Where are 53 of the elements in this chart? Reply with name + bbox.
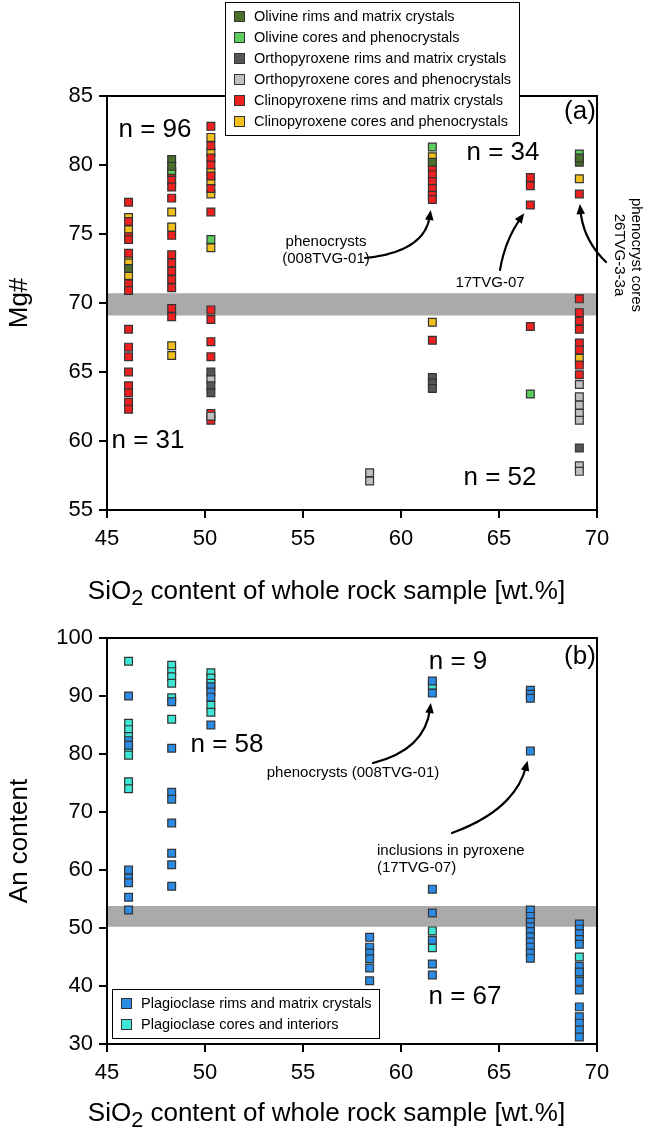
- legend-label: Olivine rims and matrix crystals: [254, 8, 455, 24]
- x-tick-label: 65: [486, 1059, 512, 1085]
- annotation: n = 52: [463, 461, 537, 492]
- legend-label: Orthopyroxene rims and matrix crystals: [254, 50, 507, 66]
- y-tick-label: 50: [68, 914, 93, 940]
- x-tick-label: 65: [486, 525, 512, 551]
- y-axis-title: Mg#: [2, 277, 33, 329]
- y-axis-title: An content: [2, 778, 33, 904]
- legend-label: Clinopyroxene cores and phenocrystals: [254, 113, 508, 129]
- x-tick-label: 45: [94, 1059, 120, 1085]
- y-tick-label: 90: [68, 682, 93, 708]
- y-tick-label: 100: [56, 624, 93, 650]
- annotation: n = 67: [428, 980, 502, 1011]
- y-tick-label: 80: [68, 151, 93, 177]
- annotation: n = 31: [111, 424, 185, 455]
- y-tick-label: 60: [68, 856, 93, 882]
- legend-label: Clinopyroxene rims and matrix crystals: [254, 92, 503, 108]
- x-tick-label: 55: [290, 1059, 316, 1085]
- annotation: inclusions in pyroxene (17TVG-07): [377, 841, 525, 875]
- y-tick-label: 40: [68, 972, 93, 998]
- x-axis-title: SiO$_{2}$ content of whole rock sample [wt.%]: [86, 1096, 567, 1134]
- x-tick-label: 60: [388, 525, 414, 551]
- legend-label: Orthopyroxene cores and phenocrystals: [254, 71, 512, 87]
- annotation: 17TVG-07: [455, 273, 525, 291]
- y-tick-label: 80: [68, 740, 93, 766]
- y-tick-label: 70: [68, 798, 93, 824]
- annotation: n = 9: [428, 645, 488, 676]
- y-tick-label: 55: [68, 496, 93, 522]
- legend-label: Plagioclase cores and interiors: [141, 1016, 339, 1032]
- y-tick-label: 30: [68, 1030, 93, 1056]
- y-tick-label: 75: [68, 220, 93, 246]
- x-tick-label: 45: [94, 525, 120, 551]
- legend-label: Plagioclase rims and matrix crystals: [141, 995, 372, 1011]
- y-tick-label: 70: [68, 289, 93, 315]
- y-tick-label: 85: [68, 82, 93, 108]
- x-tick-label: 70: [584, 1059, 610, 1085]
- y-tick-label: 60: [68, 427, 93, 453]
- legend-label: Olivine cores and phenocrystals: [254, 29, 460, 45]
- annotation: n = 58: [190, 728, 264, 759]
- annotation: phenocrysts (008TVG-01): [266, 763, 440, 781]
- x-tick-label: 60: [388, 1059, 414, 1085]
- annotation: n = 96: [118, 113, 192, 144]
- annotation: (a): [564, 95, 596, 126]
- annotation: phenocrysts (008TVG-01): [282, 231, 370, 266]
- annotation: n = 34: [466, 136, 540, 167]
- x-tick-label: 70: [584, 525, 610, 551]
- y-tick-label: 65: [68, 358, 93, 384]
- x-tick-label: 50: [192, 1059, 218, 1085]
- text: phenocryst cores 26TVG-3-3a: [612, 197, 647, 313]
- x-tick-label: 55: [290, 525, 316, 551]
- x-tick-label: 50: [192, 525, 218, 551]
- annotation: (b): [564, 640, 596, 671]
- x-axis-title: SiO$_{2}$ content of whole rock sample [wt.%]: [86, 574, 567, 612]
